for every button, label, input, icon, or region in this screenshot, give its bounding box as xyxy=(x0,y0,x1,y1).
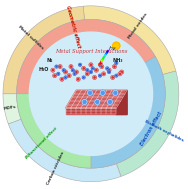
Text: hν: hν xyxy=(108,46,116,51)
Circle shape xyxy=(102,72,105,75)
Circle shape xyxy=(53,74,56,77)
Text: Geometric effect: Geometric effect xyxy=(65,5,81,48)
Circle shape xyxy=(67,74,71,77)
Polygon shape xyxy=(91,57,165,168)
Text: Carbon nitrides: Carbon nitrides xyxy=(47,151,66,186)
Text: Electron effect: Electron effect xyxy=(140,111,163,146)
Circle shape xyxy=(95,69,98,72)
Circle shape xyxy=(93,76,96,79)
Circle shape xyxy=(58,65,62,68)
Text: MOFs: MOFs xyxy=(3,105,16,111)
Circle shape xyxy=(82,67,85,70)
Polygon shape xyxy=(116,90,127,115)
Circle shape xyxy=(90,71,92,73)
Circle shape xyxy=(69,65,73,68)
Circle shape xyxy=(51,69,55,72)
Circle shape xyxy=(95,99,100,105)
Circle shape xyxy=(82,99,87,105)
Polygon shape xyxy=(116,71,179,176)
Circle shape xyxy=(87,90,92,95)
Polygon shape xyxy=(17,94,91,168)
Circle shape xyxy=(57,73,60,75)
Circle shape xyxy=(82,76,85,79)
Circle shape xyxy=(92,67,94,70)
Circle shape xyxy=(86,69,89,71)
Circle shape xyxy=(115,74,118,77)
Polygon shape xyxy=(3,6,84,94)
Circle shape xyxy=(64,70,67,74)
Circle shape xyxy=(73,73,76,75)
Circle shape xyxy=(99,74,101,77)
Circle shape xyxy=(111,76,114,79)
Circle shape xyxy=(113,42,120,49)
Circle shape xyxy=(79,64,81,66)
Circle shape xyxy=(107,69,111,72)
Circle shape xyxy=(60,78,64,81)
Polygon shape xyxy=(3,94,21,124)
Circle shape xyxy=(86,72,89,75)
Text: Bismuth oxyhalides: Bismuth oxyhalides xyxy=(144,120,184,143)
Polygon shape xyxy=(66,108,116,114)
Text: NH₃: NH₃ xyxy=(113,58,123,63)
Text: H₂O: H₂O xyxy=(39,67,49,72)
Circle shape xyxy=(120,70,123,74)
Circle shape xyxy=(89,63,92,66)
Circle shape xyxy=(99,64,101,66)
Text: N₂: N₂ xyxy=(46,58,52,63)
Circle shape xyxy=(100,90,105,95)
Polygon shape xyxy=(17,19,155,94)
Circle shape xyxy=(115,62,118,64)
Circle shape xyxy=(100,65,103,68)
Polygon shape xyxy=(8,119,121,182)
Polygon shape xyxy=(29,32,152,155)
Text: Metal sulfides: Metal sulfides xyxy=(17,25,44,50)
Circle shape xyxy=(55,65,58,68)
Circle shape xyxy=(107,99,112,105)
Circle shape xyxy=(75,70,78,74)
Circle shape xyxy=(62,69,65,71)
Circle shape xyxy=(108,71,110,73)
Text: Metal Support Interactions: Metal Support Interactions xyxy=(55,49,127,54)
Circle shape xyxy=(113,90,118,95)
Circle shape xyxy=(64,76,67,79)
Text: Metal oxides: Metal oxides xyxy=(128,12,149,40)
Circle shape xyxy=(77,78,80,81)
Polygon shape xyxy=(83,6,176,74)
Circle shape xyxy=(71,69,74,71)
Circle shape xyxy=(113,65,116,68)
Text: Bifunctional effect: Bifunctional effect xyxy=(25,126,58,160)
Circle shape xyxy=(106,67,108,70)
Circle shape xyxy=(118,72,122,75)
Polygon shape xyxy=(66,90,127,108)
